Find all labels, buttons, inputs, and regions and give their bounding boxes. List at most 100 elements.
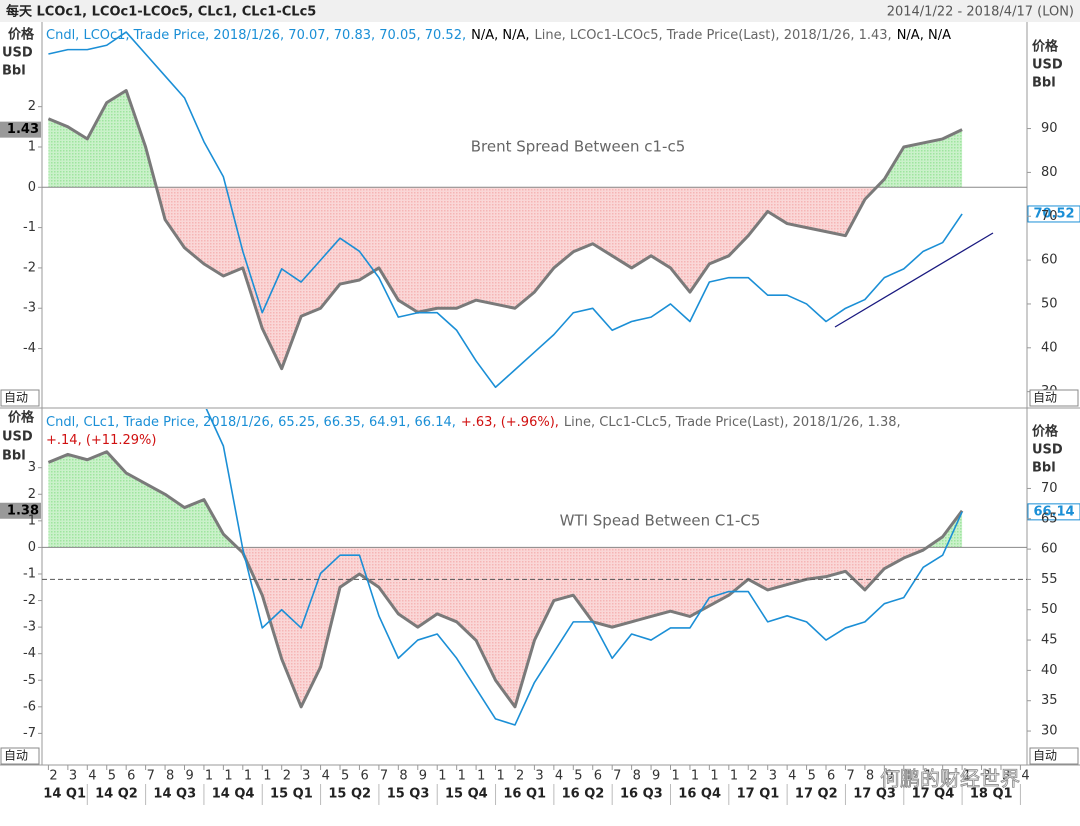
y-tick-label: 0 [28, 540, 36, 555]
quarter-label: 16 Q4 [678, 787, 721, 802]
price-line [48, 31, 963, 389]
y-tick-label: -5 [23, 673, 36, 688]
month-label: 1 [710, 769, 718, 784]
month-label: 4 [322, 769, 330, 784]
y-tick-label: 3 [28, 460, 36, 475]
header-bar [0, 0, 1080, 22]
quarter-label: 17 Q3 [853, 787, 896, 802]
y2-unit-label: 价格 [1032, 424, 1059, 440]
y-tick-label: -2 [23, 593, 36, 608]
y-unit-label: Bbl [2, 449, 26, 464]
legend-text: +.63, (+.96%), [461, 415, 559, 430]
month-label: 8 [633, 769, 641, 784]
last-value-box [0, 121, 41, 138]
quarter-label: 14 Q1 [43, 787, 86, 802]
y-tick-label: -3 [23, 620, 36, 635]
month-label: 1 [905, 769, 913, 784]
legend-line: Cndl, LCOc1, Trade Price, 2018/1/26, 70.… [46, 28, 951, 43]
annotation: Brent Spread Between c1-c5 [471, 138, 686, 156]
quarter-label: 14 Q2 [95, 787, 138, 802]
legend-text: Line, CLc1-CLc5, Trade Price(Last), 2018… [564, 415, 901, 430]
month-label: 8 [866, 769, 874, 784]
quarter-label: 14 Q4 [212, 787, 255, 802]
y-tick-label: -6 [23, 699, 36, 714]
quarter-label: 16 Q3 [620, 787, 663, 802]
y-tick-label: -4 [23, 341, 36, 356]
last-value-label: 1.38 [7, 503, 39, 518]
y2-tick-label: 90 [1041, 121, 1058, 136]
month-label: 7 [846, 769, 854, 784]
y2-tick-label: 40 [1041, 663, 1058, 678]
y2-tick-label: 50 [1041, 296, 1058, 311]
auto-label: 自动 [1033, 391, 1057, 405]
spread-area-negative [48, 187, 963, 369]
month-label: 7 [147, 769, 155, 784]
y2-tick-label: 70 [1041, 209, 1058, 224]
legend-text: Cndl, CLc1, Trade Price, 2018/1/26, 65.2… [46, 415, 456, 430]
y-tick-label: -3 [23, 301, 36, 316]
month-label: 6 [827, 769, 835, 784]
y2-tick-label: 55 [1041, 572, 1058, 587]
panel [42, 409, 1027, 726]
auto-box [0, 389, 40, 407]
month-label: 1 [458, 769, 466, 784]
month-label: 2 [49, 769, 57, 784]
y-tick-label: -1 [23, 566, 36, 581]
month-label: 7 [380, 769, 388, 784]
quarter-label: 15 Q2 [328, 787, 371, 802]
month-label: 2 [516, 769, 524, 784]
y2-tick-label: 35 [1041, 693, 1058, 708]
legend-line: +.14, (+11.29%) [46, 433, 156, 448]
quarter-label: 15 Q1 [270, 787, 313, 802]
auto-label: 自动 [1033, 749, 1057, 763]
panel [42, 31, 1027, 389]
legend-text: N/A, N/A, [471, 28, 529, 43]
price-line [205, 409, 963, 726]
y-tick-label: 2 [28, 487, 36, 502]
quarter-label: 17 Q4 [912, 787, 955, 802]
last-value-box [1027, 205, 1080, 223]
area-group [48, 90, 963, 188]
month-label: 9 [652, 769, 660, 784]
trend-line [834, 232, 994, 328]
month-label: 5 [108, 769, 116, 784]
month-label: 1 [205, 769, 213, 784]
y2-tick-label: 30 [1041, 724, 1058, 739]
month-label: 5 [574, 769, 582, 784]
quarter-label: 18 Q1 [970, 787, 1013, 802]
month-label: 1 [477, 769, 485, 784]
header-range: 2014/1/22 - 2018/4/17 (LON) [887, 5, 1074, 20]
month-label: 1 [730, 769, 738, 784]
spread-line [47, 89, 963, 371]
spread-area-positive [48, 451, 963, 548]
legend-text: N/A, N/A [897, 28, 951, 43]
month-label: 2 [749, 769, 757, 784]
area-group [48, 547, 963, 707]
month-label: 4 [555, 769, 563, 784]
y2-tick-label: 60 [1041, 542, 1058, 557]
y2-tick-label: 60 [1041, 253, 1058, 268]
month-label: 1 [497, 769, 505, 784]
quarter-label: 16 Q2 [562, 787, 605, 802]
area-group [48, 187, 963, 369]
month-label: 1 [924, 769, 932, 784]
y2-tick-label: 45 [1041, 633, 1058, 648]
y-unit-label: USD [2, 46, 33, 61]
month-label: 1 [224, 769, 232, 784]
month-label: 1 [244, 769, 252, 784]
last-value-box [0, 502, 41, 519]
month-label: 1 [944, 769, 952, 784]
month-label: 2 [983, 769, 991, 784]
y2-unit-label: USD [1032, 58, 1063, 73]
y-tick-label: -4 [23, 646, 36, 661]
last-value-label: 66.14 [1033, 504, 1074, 519]
annotation: WTI Spead Between C1-C5 [560, 512, 761, 530]
header-title: 每天 LCOc1, LCOc1-LCOc5, CLc1, CLc1-CLc5 [6, 4, 316, 20]
y-tick-label: -1 [23, 220, 36, 235]
quarter-label: 15 Q4 [445, 787, 488, 802]
last-value-label: 70.52 [1033, 206, 1074, 221]
y-unit-label: 价格 [8, 27, 35, 43]
month-label: 1 [671, 769, 679, 784]
y2-unit-label: 价格 [1032, 39, 1059, 55]
